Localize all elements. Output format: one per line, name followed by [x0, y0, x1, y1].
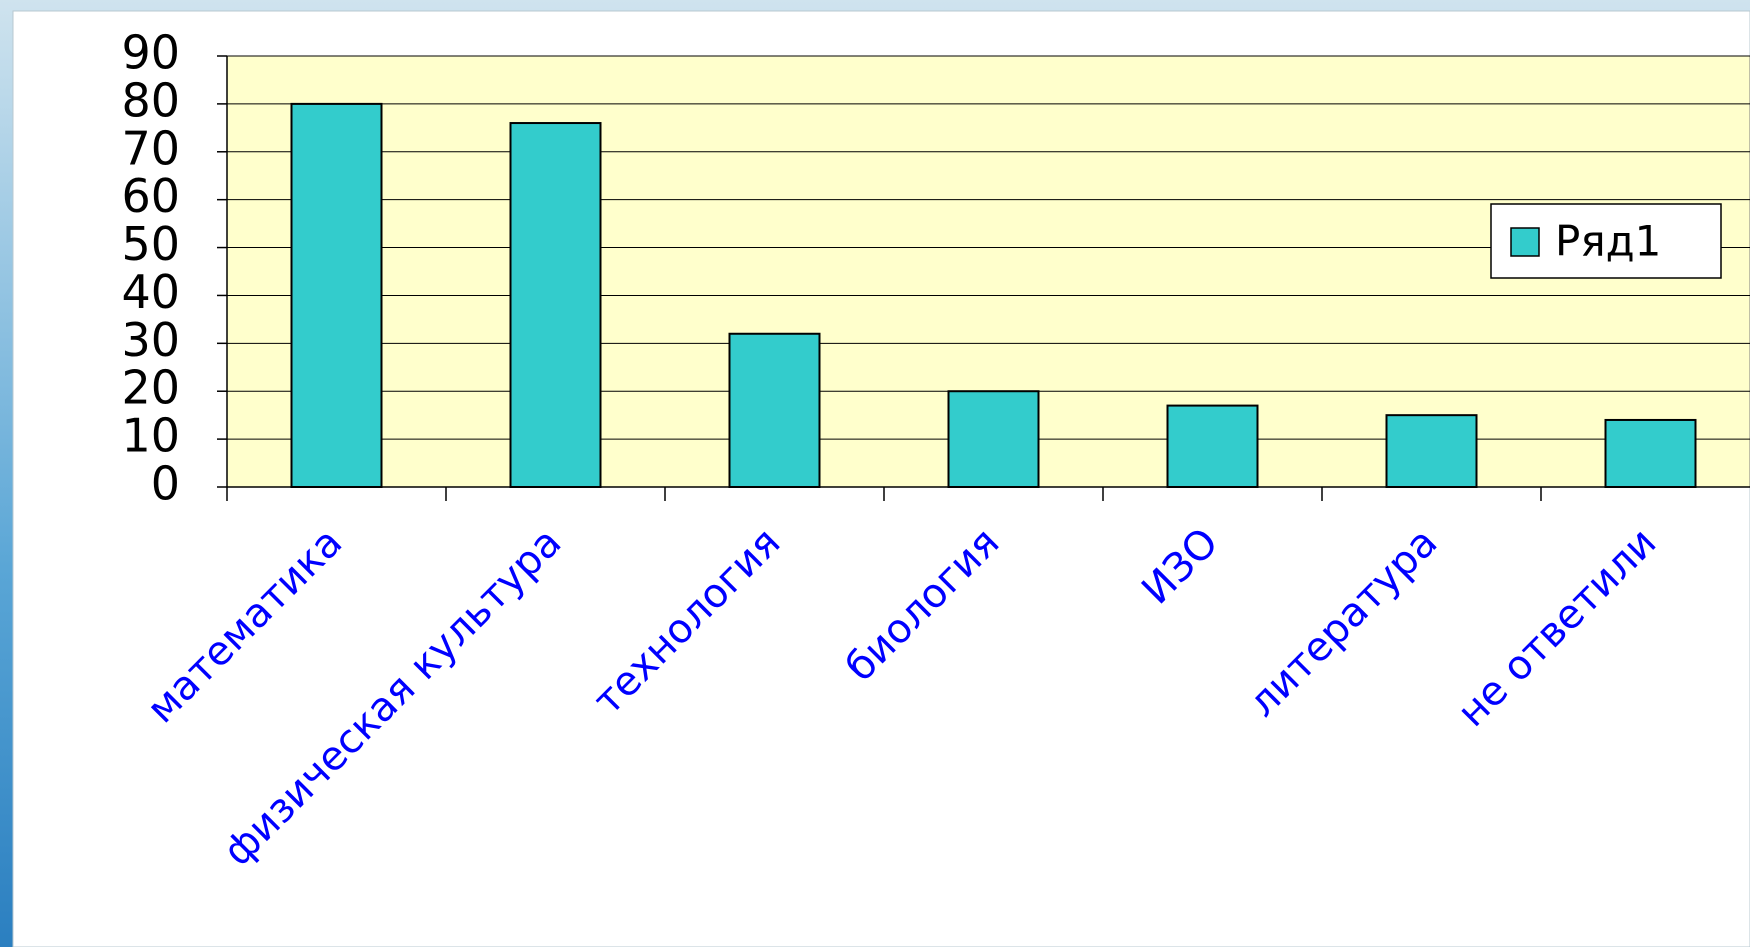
bar	[728, 332, 821, 488]
y-tick-label: 20	[121, 361, 180, 415]
legend-label: Ряд1	[1555, 217, 1661, 266]
y-tick-label: 80	[121, 73, 180, 127]
bar	[1385, 414, 1478, 488]
bar	[290, 102, 383, 488]
y-tick-label: 30	[121, 313, 180, 367]
y-tick-label: 10	[121, 409, 180, 463]
y-tick-label: 40	[121, 265, 180, 319]
bar	[1166, 404, 1259, 489]
y-tick-label: 90	[121, 26, 180, 80]
y-tick-label: 70	[121, 121, 180, 175]
y-tick-label: 0	[151, 457, 180, 511]
y-tick-label: 50	[121, 217, 180, 271]
bar	[509, 122, 602, 489]
bar	[947, 390, 1040, 489]
legend-swatch	[1510, 227, 1540, 257]
bar	[1604, 418, 1697, 489]
y-tick-label: 60	[121, 169, 180, 223]
